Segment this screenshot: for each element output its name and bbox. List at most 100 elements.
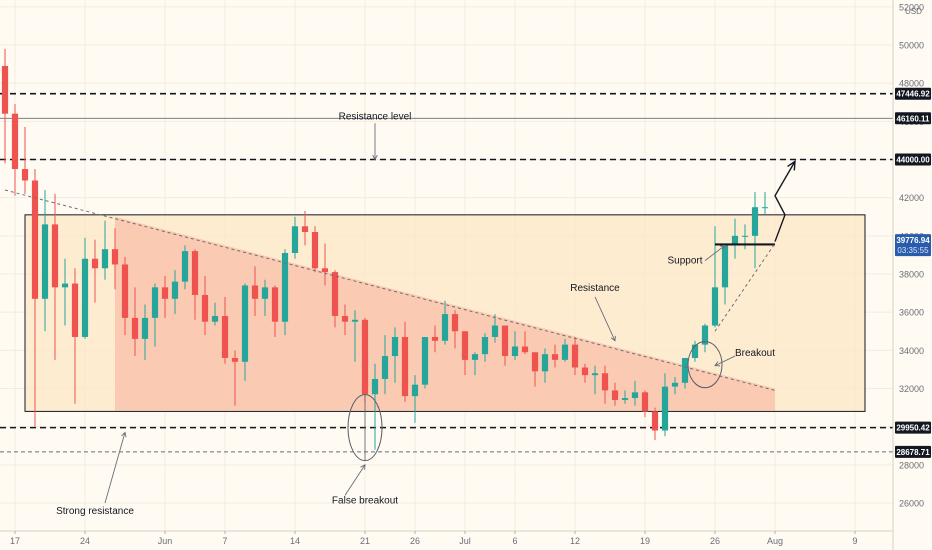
time-tick-label: Aug bbox=[767, 536, 783, 546]
candle-body bbox=[711, 287, 719, 326]
candle-body bbox=[331, 272, 339, 316]
descending-trendline bbox=[4, 189, 776, 391]
candle-body bbox=[431, 336, 439, 341]
candle bbox=[121, 256, 129, 336]
current-price-tag bbox=[895, 234, 931, 257]
annotation-label: Resistance level bbox=[339, 111, 412, 122]
strong-resistance-pointer bbox=[104, 432, 126, 504]
candle bbox=[751, 191, 759, 269]
price-tick-label: 42000 bbox=[899, 193, 924, 203]
candle bbox=[591, 365, 599, 395]
candle bbox=[281, 249, 289, 336]
candle-body bbox=[701, 325, 709, 345]
candle-body bbox=[151, 287, 159, 318]
candle bbox=[661, 373, 669, 437]
candle bbox=[361, 317, 369, 402]
candle bbox=[111, 228, 119, 290]
candle-body bbox=[451, 314, 459, 332]
candle-body bbox=[231, 357, 239, 362]
candle-body bbox=[441, 314, 449, 341]
price-tick-label: 36000 bbox=[899, 308, 924, 318]
candle bbox=[221, 296, 229, 364]
candle bbox=[61, 258, 69, 326]
candle bbox=[611, 382, 619, 406]
candle-body bbox=[31, 180, 39, 299]
candle bbox=[1, 48, 9, 164]
candle bbox=[501, 325, 509, 366]
candle-body bbox=[371, 378, 379, 395]
candle bbox=[381, 335, 389, 395]
candle bbox=[671, 377, 679, 395]
candle bbox=[301, 211, 309, 246]
candle-body bbox=[691, 344, 699, 358]
candle bbox=[581, 363, 589, 383]
candle bbox=[161, 275, 169, 318]
projection-arrowhead bbox=[787, 160, 796, 171]
candle-body bbox=[391, 336, 399, 357]
candle bbox=[291, 216, 299, 259]
candle bbox=[271, 285, 279, 337]
candle bbox=[491, 314, 499, 343]
candle bbox=[651, 407, 659, 441]
candle bbox=[621, 390, 629, 404]
candle-body bbox=[351, 319, 359, 322]
candle bbox=[641, 390, 649, 418]
drawings bbox=[4, 123, 796, 504]
candle-body bbox=[91, 258, 99, 269]
level-price-tag bbox=[895, 112, 931, 125]
candle bbox=[471, 352, 479, 376]
candle-body bbox=[401, 336, 409, 397]
candle-body bbox=[551, 354, 559, 360]
strong-resistance-pointer-head bbox=[121, 431, 127, 438]
level-price-tag bbox=[895, 421, 931, 434]
candle-body bbox=[281, 253, 289, 322]
candle-body bbox=[511, 346, 519, 357]
candle-body bbox=[501, 325, 509, 357]
candle bbox=[601, 365, 609, 404]
candle-body bbox=[271, 287, 279, 322]
level-price-tag-label: 44000.00 bbox=[896, 156, 930, 165]
candle-body bbox=[601, 373, 609, 391]
candle bbox=[41, 190, 49, 332]
candle-body bbox=[571, 344, 579, 368]
candle-body bbox=[381, 356, 389, 379]
candle-body bbox=[131, 317, 139, 339]
candle-body bbox=[321, 268, 329, 273]
candle-body bbox=[221, 315, 229, 358]
candle-body bbox=[251, 285, 259, 299]
candle bbox=[451, 310, 459, 349]
price-tick-label: 28000 bbox=[899, 460, 924, 470]
candle-body bbox=[581, 367, 589, 376]
candle bbox=[521, 331, 529, 355]
candle bbox=[141, 304, 149, 360]
candle bbox=[261, 279, 269, 316]
candle bbox=[441, 300, 449, 345]
annotation-label: Strong resistance bbox=[56, 506, 134, 517]
candle bbox=[201, 275, 209, 336]
candle bbox=[351, 310, 359, 362]
time-tick-label: 26 bbox=[710, 536, 720, 546]
candle-body bbox=[11, 113, 19, 170]
candle-body bbox=[301, 226, 309, 233]
time-tick-label: 17 bbox=[10, 536, 20, 546]
support-pointer-head bbox=[719, 244, 726, 251]
resistance-level-pointer-head bbox=[372, 154, 378, 161]
candle bbox=[761, 191, 769, 215]
candle-body bbox=[241, 285, 249, 362]
annotation-label: False breakout bbox=[332, 495, 398, 506]
candle bbox=[411, 375, 419, 423]
candle bbox=[681, 357, 689, 389]
candle-body bbox=[61, 283, 69, 288]
candle-body bbox=[641, 392, 649, 412]
false-breakout-pointer-head bbox=[360, 464, 366, 470]
candle-body bbox=[211, 315, 219, 322]
candle-body bbox=[481, 336, 489, 355]
candles bbox=[1, 48, 769, 450]
candle-body bbox=[751, 207, 759, 236]
candle-body bbox=[71, 283, 79, 337]
candle-body bbox=[101, 249, 109, 269]
candle-body bbox=[541, 354, 549, 372]
candle bbox=[311, 226, 319, 273]
candle-body bbox=[731, 235, 739, 246]
